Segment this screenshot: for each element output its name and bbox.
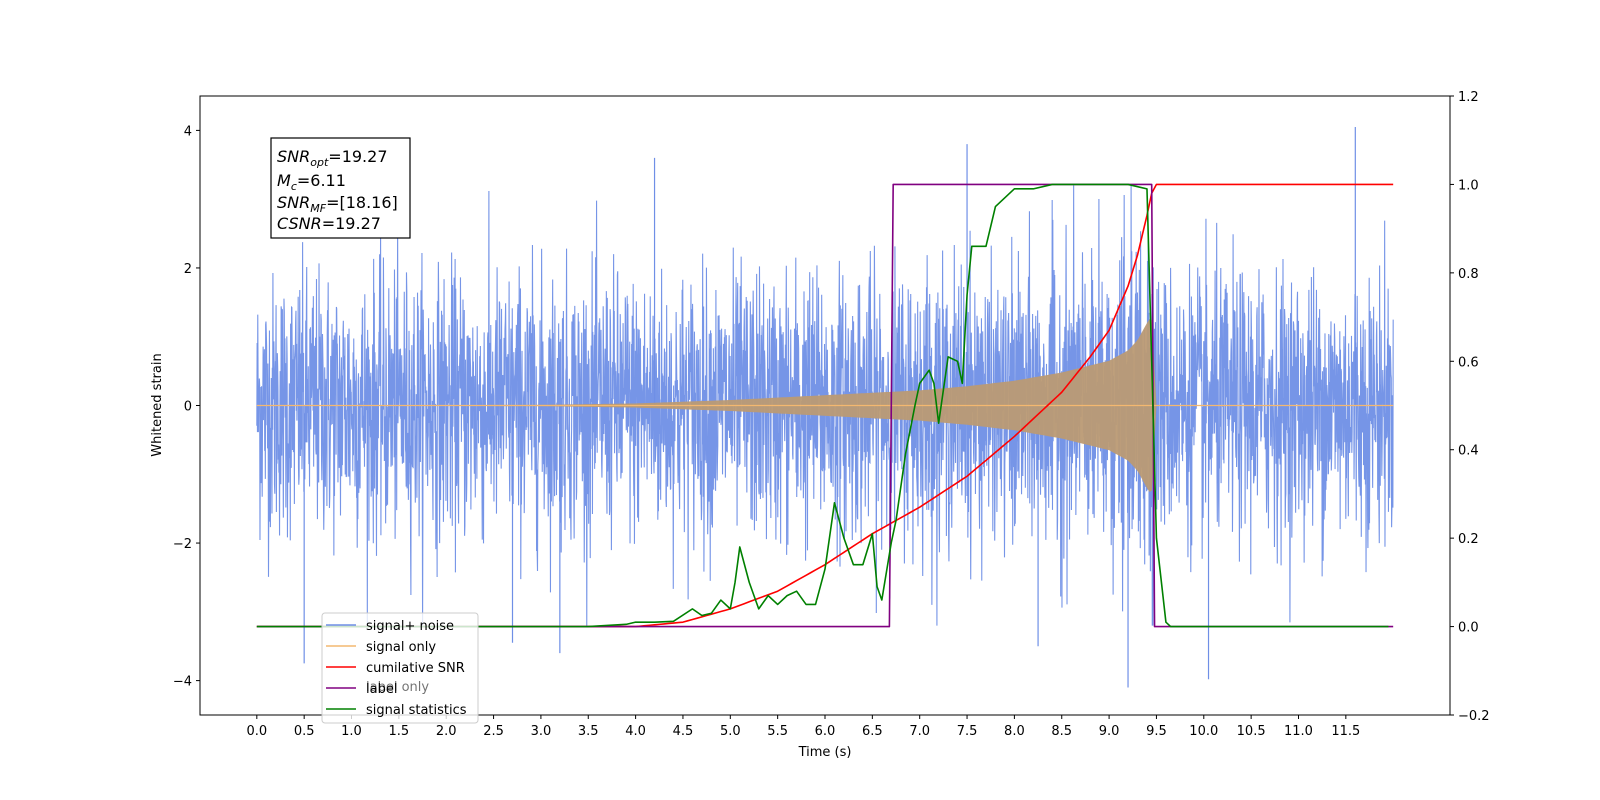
legend-entries: signal+ noise signal only cumilative SNR la…: [326, 619, 467, 718]
x-tick-label: 5.5: [767, 724, 788, 739]
y2-tick-label: 0.8: [1458, 267, 1479, 282]
x-tick-label: 8.5: [1051, 724, 1072, 739]
annotation-snr-mf: SNRMF=[18.16]: [277, 193, 398, 215]
legend-label: signal+ noise: [366, 619, 454, 634]
annotation-frame: [270, 137, 411, 239]
x-tick-label: 1.0: [341, 724, 362, 739]
legend-entry: label: [326, 682, 397, 697]
x-tick-label: 2.0: [436, 724, 457, 739]
legend-label: label: [366, 682, 397, 697]
annotation-snr-opt: SNRopt=19.27: [277, 147, 388, 169]
y2-tick-label: 0.2: [1458, 532, 1479, 547]
x-tick-label: 4.5: [673, 724, 694, 739]
x-tick-label: 7.5: [957, 724, 978, 739]
y2-tick-label: 0.0: [1458, 621, 1479, 636]
x-tick-label: 6.5: [862, 724, 883, 739]
x-axis-label: Time (s): [798, 745, 852, 760]
annotation-box: SNRopt=19.27 Mc=6.11 SNRMF=[18.16] CSNR=…: [270, 137, 411, 239]
x-tick-label: 5.0: [720, 724, 741, 739]
legend-entry: signal+ noise: [326, 619, 454, 634]
x-tick-label: 3.0: [531, 724, 552, 739]
x-tick-label: 6.0: [815, 724, 836, 739]
y2-tick-label: 1.0: [1458, 178, 1479, 193]
legend-label: signal only: [366, 640, 436, 655]
x-axis: 0.0 0.5 1.0 1.5 2.0 2.5 3.0 3.5 4.0 4.5 5.0 5.5 6.0 6…: [246, 715, 1360, 739]
x-tick-label: 11.5: [1331, 724, 1360, 739]
x-tick-label: 2.5: [483, 724, 504, 739]
y-axis-label: Whitened strain: [150, 353, 165, 456]
x-tick-label: 4.0: [625, 724, 646, 739]
series-signal-statistics: [256, 183, 1389, 628]
y-tick-label: 0: [184, 400, 192, 415]
x-tick-label: 9.0: [1099, 724, 1120, 739]
y-tick-label: −2: [173, 537, 192, 552]
y2-tick-label: 0.4: [1458, 444, 1479, 459]
x-tick-label: 3.5: [578, 724, 599, 739]
x-tick-label: 11.0: [1284, 724, 1313, 739]
annotation-mc: Mc=6.11: [277, 171, 346, 193]
legend-entry: signal statistics: [326, 703, 467, 718]
x-tick-label: 8.0: [1004, 724, 1025, 739]
legend-frame: [321, 612, 479, 724]
x-tick-label: 0.0: [246, 724, 267, 739]
x-tick-label: 10.0: [1189, 724, 1218, 739]
x-tick-label: 10.5: [1237, 724, 1266, 739]
y2-tick-label: −0.2: [1458, 709, 1490, 724]
x-tick-label: 1.5: [389, 724, 410, 739]
y-tick-label: 2: [184, 262, 192, 277]
x-tick-label: 7.0: [909, 724, 930, 739]
legend-entry: signal only: [326, 640, 436, 655]
legend-label: signal statistics: [366, 703, 467, 718]
y-axis-right: 1.2 1.0 0.8 0.6 0.4 0.2 0.0 −0.2: [1450, 90, 1490, 724]
y-tick-label: −4: [173, 675, 192, 690]
x-tick-label: 0.5: [294, 724, 315, 739]
y-tick-label: 4: [184, 124, 192, 139]
legend-ghost-entry: label only: [366, 680, 429, 695]
annotation-csnr: CSNR=19.27: [277, 214, 381, 233]
y2-tick-label: 1.2: [1458, 90, 1479, 105]
x-tick-label: 9.5: [1146, 724, 1167, 739]
series-signal-plus-noise: [256, 185, 1394, 626]
y-axis-left: 4 2 0 −2 −4: [173, 124, 200, 690]
legend-label: cumilative SNR: [366, 661, 465, 676]
y2-tick-label: 0.6: [1458, 355, 1479, 370]
legend-entry: cumilative SNR: [326, 661, 465, 676]
plot-area: [256, 126, 1394, 688]
legend: label only signal+ noise signal only cumil…: [321, 612, 479, 724]
